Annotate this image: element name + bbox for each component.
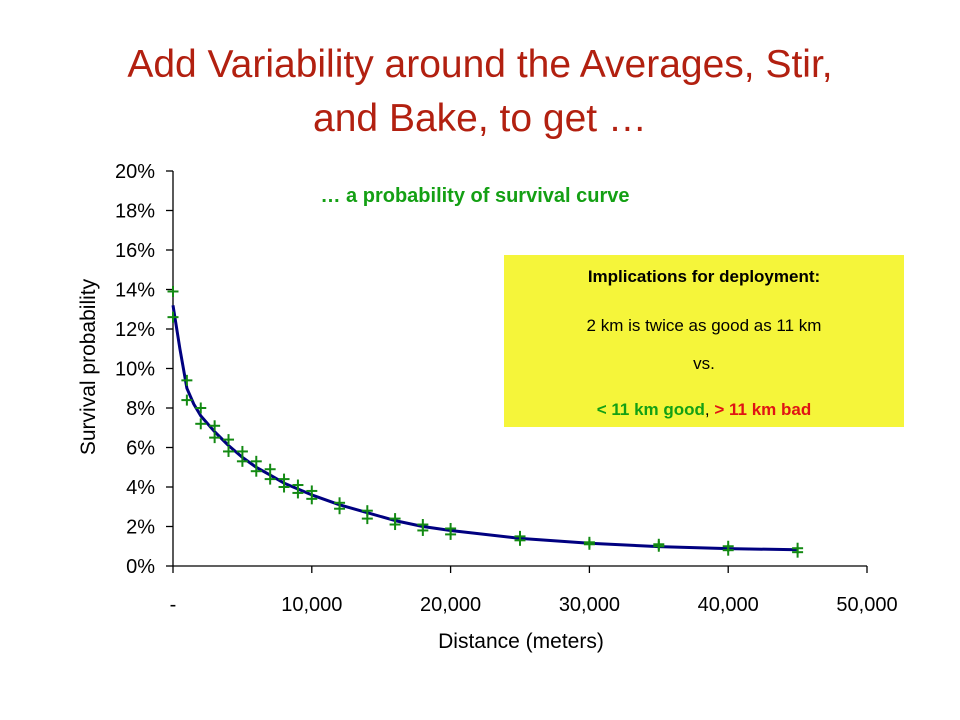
survival-curve — [171, 305, 798, 552]
y-tick-label: 6% — [126, 438, 155, 460]
plus-marker — [264, 473, 276, 485]
callout-line2: vs. — [693, 354, 715, 373]
plus-marker — [292, 487, 304, 499]
plus-marker — [195, 402, 207, 414]
plus-marker — [653, 540, 665, 552]
callout-bad: > 11 km bad — [714, 400, 812, 419]
y-tick-label: 16% — [115, 240, 155, 262]
x-tick-label: 10,000 — [281, 594, 342, 616]
y-tick-label: 10% — [115, 359, 155, 381]
y-tick-label: 2% — [126, 517, 155, 539]
callout-line1: 2 km is twice as good as 11 km — [586, 316, 822, 335]
y-tick-label: 8% — [126, 398, 155, 420]
x-tick-label: 40,000 — [698, 594, 759, 616]
plus-marker — [223, 434, 235, 446]
plus-marker — [583, 538, 595, 550]
slide-title-line2: and Bake, to get … — [313, 97, 647, 140]
slide-title: Add Variability around the Averages, Sti… — [40, 38, 920, 146]
x-tick-label: 30,000 — [559, 594, 620, 616]
y-tick-label: 4% — [126, 477, 155, 499]
y-tick-labels: 0% 2% 4% 6% 8% 10% 12% 14% 16% 18% 20% — [115, 161, 155, 578]
plus-marker — [250, 465, 262, 477]
callout-separator: , — [704, 400, 715, 419]
x-tick-labels: - 10,000 20,000 30,000 40,000 50,000 — [170, 594, 898, 616]
x-tick-label: - — [170, 594, 177, 616]
plus-marker — [167, 285, 179, 297]
survival-curve-group — [171, 305, 798, 552]
plus-marker — [209, 420, 221, 432]
plus-marker — [181, 394, 193, 406]
y-axis-label: Survival probability — [77, 278, 100, 455]
plus-marker — [167, 311, 179, 323]
x-tick-label: 50,000 — [836, 594, 897, 616]
deployment-callout: Implications for deployment: 2 km is twi… — [504, 255, 904, 427]
plus-marker — [334, 503, 346, 515]
plus-marker — [195, 418, 207, 430]
slide-title-line1: Add Variability around the Averages, Sti… — [127, 43, 833, 86]
plus-marker — [417, 524, 429, 536]
plus-marker — [306, 493, 318, 505]
callout-line3: < 11 km good, > 11 km bad — [504, 400, 904, 420]
y-tick-label: 12% — [115, 319, 155, 341]
plus-marker — [264, 463, 276, 475]
y-tick-label: 20% — [115, 161, 155, 183]
plus-marker — [223, 445, 235, 457]
plus-marker — [236, 455, 248, 467]
plus-marker — [514, 534, 526, 546]
x-axis-label: Distance (meters) — [438, 630, 604, 653]
y-tick-label: 14% — [115, 280, 155, 302]
plus-marker — [722, 544, 734, 556]
plus-marker — [389, 519, 401, 531]
chart-subtitle: … a probability of survival curve — [320, 185, 630, 207]
callout-good: < 11 km good — [596, 400, 705, 419]
x-tick-label: 20,000 — [420, 594, 481, 616]
plus-marker — [209, 432, 221, 444]
y-tick-label: 0% — [126, 556, 155, 578]
plus-marker — [361, 513, 373, 525]
chart-axes — [166, 170, 868, 573]
callout-heading: Implications for deployment: — [587, 267, 821, 286]
plus-marker — [250, 455, 262, 467]
plus-marker — [236, 445, 248, 457]
plus-marker — [445, 528, 457, 540]
plus-marker — [181, 374, 193, 386]
plus-marker — [278, 481, 290, 493]
observation-markers — [167, 285, 804, 558]
plus-marker — [792, 546, 804, 558]
y-tick-label: 18% — [115, 201, 155, 223]
